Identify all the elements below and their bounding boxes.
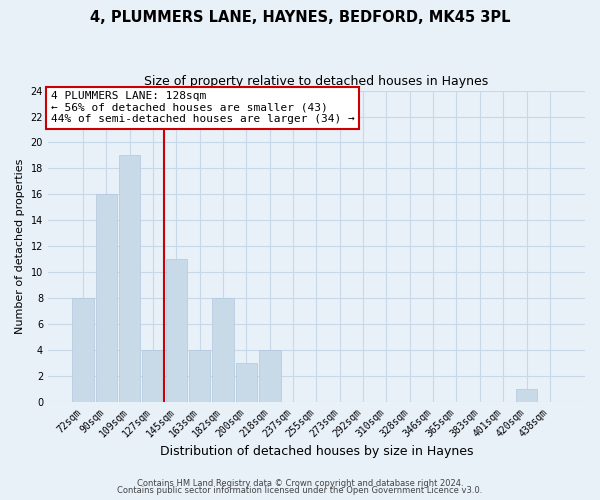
Bar (119, 156, 140, 402)
Bar (95, 194, 117, 402)
X-axis label: Distribution of detached houses by size in Haynes: Distribution of detached houses by size … (160, 444, 473, 458)
Bar (73, 298, 94, 402)
Bar (259, 350, 281, 402)
Bar (166, 260, 187, 402)
Bar (142, 350, 164, 402)
Bar (189, 350, 211, 402)
Bar (212, 298, 234, 402)
Bar (236, 363, 257, 402)
Title: Size of property relative to detached houses in Haynes: Size of property relative to detached ho… (145, 75, 488, 88)
Text: Contains public sector information licensed under the Open Government Licence v3: Contains public sector information licen… (118, 486, 482, 495)
Text: 4 PLUMMERS LANE: 128sqm
← 56% of detached houses are smaller (43)
44% of semi-de: 4 PLUMMERS LANE: 128sqm ← 56% of detache… (50, 91, 355, 124)
Text: 4, PLUMMERS LANE, HAYNES, BEDFORD, MK45 3PL: 4, PLUMMERS LANE, HAYNES, BEDFORD, MK45 … (90, 10, 510, 25)
Bar (516, 389, 537, 402)
Y-axis label: Number of detached properties: Number of detached properties (15, 158, 25, 334)
Text: Contains HM Land Registry data © Crown copyright and database right 2024.: Contains HM Land Registry data © Crown c… (137, 478, 463, 488)
